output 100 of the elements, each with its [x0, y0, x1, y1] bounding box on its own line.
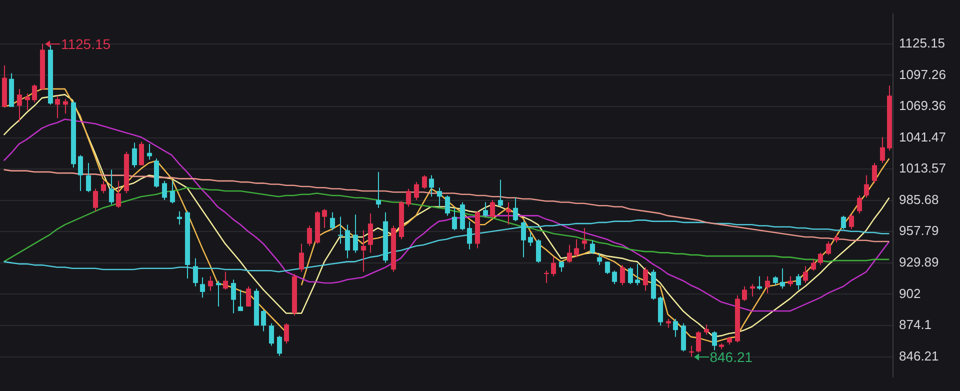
candlestick [429, 174, 434, 198]
candlestick [826, 240, 831, 256]
candlestick [238, 289, 243, 312]
candlestick [620, 264, 625, 286]
candlestick [513, 197, 518, 222]
y-tick-label: 902 [899, 286, 921, 301]
candlestick [445, 195, 450, 216]
candlestick [696, 330, 701, 354]
candlestick [307, 225, 312, 246]
y-tick-label: 1097.26 [899, 66, 946, 82]
candlestick [116, 180, 121, 208]
candlestick [193, 258, 198, 287]
candlestick [605, 261, 610, 275]
candlestick [528, 232, 533, 246]
candlestick [841, 215, 846, 230]
candlestick [322, 208, 327, 229]
candlestick [17, 88, 22, 122]
candlestick [857, 195, 862, 214]
y-tick-label: 1041.47 [899, 129, 946, 144]
candlestick [132, 142, 137, 168]
candlestick [162, 180, 167, 200]
candlestick [788, 276, 793, 287]
candlestick [574, 238, 579, 258]
candlestick [612, 270, 617, 285]
candlestick [25, 92, 30, 111]
y-tick-label: 1125.15 [899, 35, 946, 50]
candlestick [338, 216, 343, 244]
candlestick [277, 335, 282, 356]
candlestick [208, 276, 213, 292]
candlestick [78, 154, 83, 192]
candlestick [353, 214, 358, 254]
candlestick [635, 263, 640, 286]
candlestick [452, 207, 457, 231]
candlestick [803, 266, 808, 284]
y-tick-label: 985.68 [899, 192, 939, 207]
candlestick [742, 286, 747, 302]
candlestick [406, 188, 411, 208]
candlestick [689, 345, 694, 358]
candlestick [246, 286, 251, 308]
candlestick [590, 240, 595, 254]
candlestick [849, 214, 854, 230]
candlestick [368, 212, 373, 254]
candlestick [765, 276, 770, 294]
candlestick [872, 162, 877, 184]
candlestick [299, 243, 304, 272]
annotation: 846.21 [710, 348, 753, 366]
candlestick [93, 188, 98, 212]
candlestick [544, 270, 549, 284]
candlestick [284, 322, 289, 344]
candlestick [506, 202, 511, 226]
candlestick [414, 182, 419, 200]
candlestick [55, 95, 60, 119]
y-tick-label: 957.79 [899, 223, 939, 238]
candlestick [712, 330, 717, 351]
candlestick [200, 276, 205, 298]
candlestick [231, 279, 236, 314]
candlestick [796, 274, 801, 290]
candlestick [437, 187, 442, 208]
candlestick [330, 212, 335, 231]
candlestick [811, 258, 816, 272]
y-tick-label: 874.1 [899, 317, 932, 332]
candlestick [864, 174, 869, 198]
candlestick [582, 228, 587, 250]
candlestick [818, 252, 823, 266]
candlestick [559, 261, 564, 272]
candlestick [223, 271, 228, 290]
candlestick [780, 268, 785, 290]
candlestick [490, 199, 495, 218]
y-tick-label: 929.89 [899, 254, 939, 270]
candlestick [551, 256, 556, 277]
candlestick [32, 84, 37, 103]
candlestick [376, 171, 381, 208]
candlestick [101, 180, 106, 194]
candlestick [467, 220, 472, 250]
candlestick [269, 322, 274, 346]
candlestick [483, 202, 488, 218]
y-tick-label: 846.21 [899, 348, 939, 364]
candlestick [63, 98, 68, 114]
candlestick [147, 143, 152, 160]
candlestick [361, 230, 366, 272]
annotation: 1125.15 [60, 34, 111, 53]
candlestick [628, 266, 633, 285]
candlestick [673, 318, 678, 338]
y-tick-label: 1069.36 [899, 98, 946, 114]
candlestick [345, 224, 350, 259]
candlestick [170, 180, 175, 204]
y-tick-label: 1013.57 [899, 160, 946, 176]
candlestick [704, 324, 709, 336]
candlestick [86, 162, 91, 193]
candlestick [521, 220, 526, 258]
candlestick [643, 266, 648, 292]
candlestick [498, 179, 503, 208]
candlestick [597, 253, 602, 266]
candlestick [261, 309, 266, 332]
candlestick [536, 238, 541, 264]
candlestick [109, 169, 114, 205]
candlestick [567, 244, 572, 264]
candlestick [139, 141, 144, 166]
candlestick [422, 174, 427, 190]
candlestick [880, 136, 885, 164]
